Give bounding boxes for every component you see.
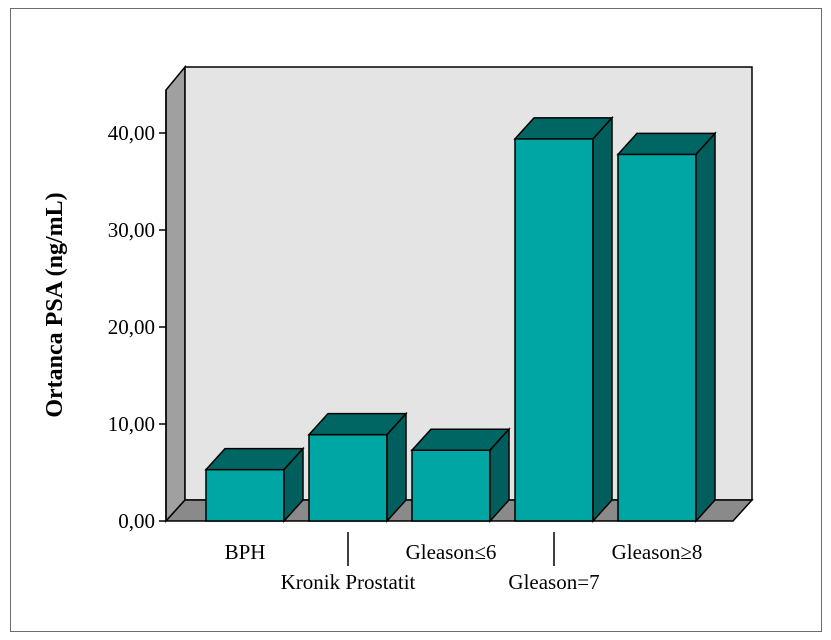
- category-label: Gleason≥8: [612, 540, 703, 564]
- bar-side: [283, 446, 304, 523]
- y-axis-title: Ortanca PSA (ng/mL): [42, 192, 68, 417]
- bar-front: [514, 138, 594, 522]
- bar: [204, 446, 305, 523]
- bar-side: [592, 115, 613, 523]
- y-tick-label: 10,00: [108, 412, 155, 436]
- bar: [616, 131, 717, 523]
- bar-side: [489, 427, 510, 523]
- bar-front: [205, 468, 285, 522]
- category-label: Gleason≤6: [406, 540, 497, 564]
- bar: [513, 115, 614, 523]
- y-tick-label: 0,00: [118, 509, 155, 533]
- category-separators: [347, 532, 555, 566]
- bar: [307, 411, 408, 523]
- chart-side-wall: [165, 64, 186, 523]
- bar-side: [695, 131, 716, 523]
- y-axis-ticks: 0,00 10,00 20,00 30,00 40,00: [108, 121, 166, 533]
- bars-group: [204, 115, 717, 523]
- bar-front: [411, 449, 491, 522]
- category-label: Gleason=7: [508, 570, 599, 594]
- bar: [410, 427, 511, 523]
- y-tick-label: 20,00: [108, 315, 155, 339]
- bar-side: [386, 411, 407, 523]
- category-label: BPH: [225, 540, 266, 564]
- y-tick-label: 30,00: [108, 218, 155, 242]
- bar-front: [617, 153, 697, 522]
- bar-front: [308, 433, 388, 522]
- y-tick-label: 40,00: [108, 121, 155, 145]
- category-label: Kronik Prostatit: [281, 570, 416, 594]
- category-labels: BPH Kronik Prostatit Gleason≤6 Gleason=7 Gle…: [225, 540, 703, 594]
